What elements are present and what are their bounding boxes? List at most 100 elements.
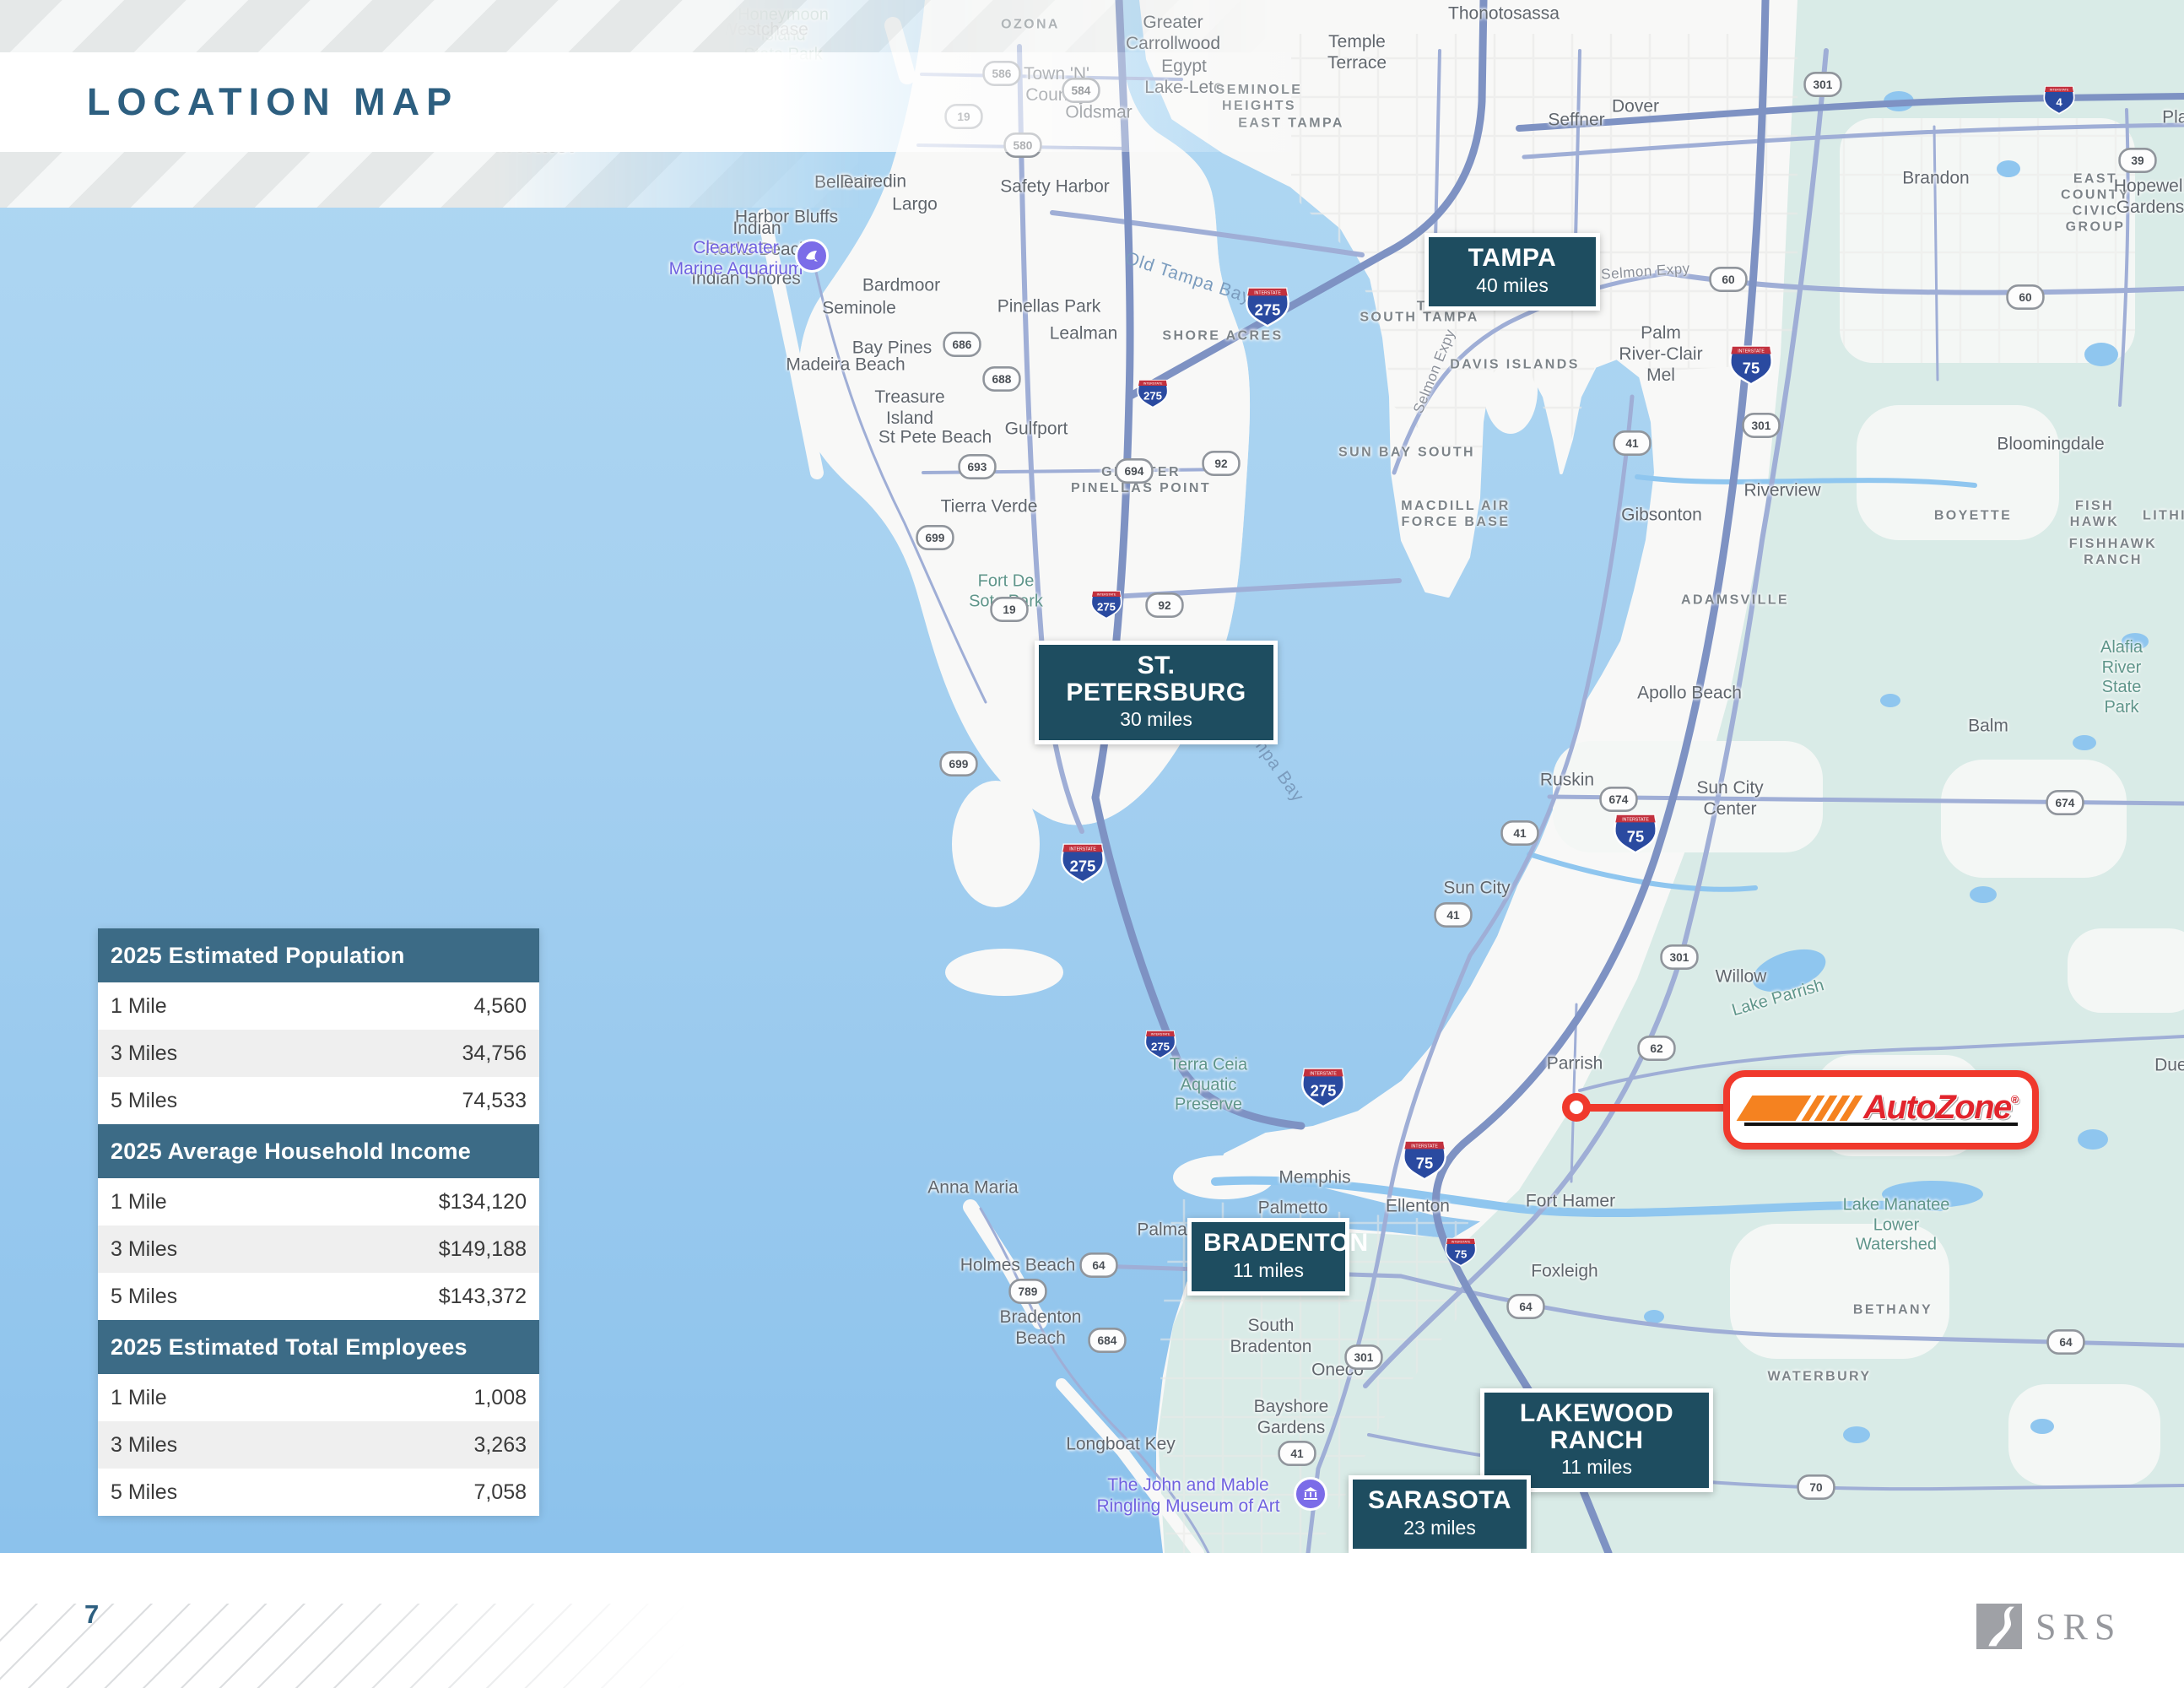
svg-text:19: 19 (1003, 603, 1016, 616)
autozone-logo: AutoZone® (1736, 1089, 2019, 1126)
svg-text:INTERSTATE: INTERSTATE (1097, 593, 1116, 597)
srs-logo-text: SRS (2035, 1605, 2122, 1647)
svg-text:INTERSTATE: INTERSTATE (1143, 382, 1163, 386)
islands (945, 346, 1538, 1199)
route-shield: 60 (1708, 266, 1749, 294)
route-shield: 789 (1008, 1278, 1048, 1306)
svg-text:301: 301 (1814, 78, 1833, 91)
page-title: LOCATION MAP (87, 80, 459, 123)
row-label: 5 Miles (111, 1284, 178, 1308)
route-shield: 41 (1433, 901, 1473, 929)
svg-text:INTERSTATE: INTERSTATE (1451, 1241, 1471, 1244)
svg-text:674: 674 (2056, 797, 2075, 809)
callout-distance: 11 miles (1561, 1456, 1632, 1478)
route-shield: 64 (1506, 1293, 1546, 1321)
svg-text:75: 75 (1455, 1248, 1468, 1261)
interstate-shield: INTERSTATE 275 (1143, 1029, 1178, 1059)
header-stripes-top (0, 0, 1316, 52)
svg-text:699: 699 (926, 532, 945, 544)
svg-text:699: 699 (949, 758, 969, 771)
table-row: 1 Mile $134,120 (98, 1178, 539, 1225)
row-label: 1 Mile (111, 1189, 167, 1214)
row-label: 1 Mile (111, 1385, 167, 1409)
svg-text:789: 789 (1019, 1285, 1038, 1298)
callout-city: LAKEWOOD RANCH (1519, 1399, 1674, 1454)
svg-text:301: 301 (1354, 1351, 1374, 1364)
museum-icon (1294, 1477, 1327, 1511)
svg-text:64: 64 (1519, 1301, 1533, 1313)
svg-text:INTERSTATE: INTERSTATE (2050, 89, 2069, 92)
roads-highway (1091, 0, 2184, 1553)
table-section-header: 2025 Average Household Income (98, 1124, 539, 1178)
row-value: 4,560 (473, 993, 527, 1018)
svg-text:70: 70 (1809, 1481, 1823, 1494)
route-shield: 301 (1741, 412, 1781, 440)
svg-text:75: 75 (1416, 1155, 1433, 1172)
svg-text:INTERSTATE: INTERSTATE (1738, 349, 1765, 354)
table-row: 1 Mile 1,008 (98, 1374, 539, 1421)
svg-text:275: 275 (1311, 1082, 1337, 1100)
route-shield: 694 (1114, 457, 1154, 485)
interstate-shield: INTERSTATE 275 (1089, 589, 1124, 619)
route-shield: 301 (1659, 944, 1700, 971)
route-shield: 693 (957, 453, 997, 481)
interstate-shield: INTERSTATE 75 (1400, 1139, 1449, 1181)
route-shield: 674 (2045, 789, 2085, 817)
row-label: 3 Miles (111, 1041, 178, 1065)
route-shield: 684 (1087, 1327, 1127, 1355)
table-row: 3 Miles 34,756 (98, 1030, 539, 1077)
row-value: 3,263 (473, 1432, 527, 1457)
callout-distance: 40 miles (1476, 273, 1549, 296)
callout-st-petersburg: ST. PETERSBURG 30 miles (1035, 641, 1278, 744)
autozone-callout: AutoZone® (1723, 1070, 2039, 1150)
table-row: 5 Miles 74,533 (98, 1077, 539, 1124)
header-stripes-bottom (0, 152, 895, 208)
table-row: 5 Miles 7,058 (98, 1469, 539, 1516)
route-shield: 41 (1500, 820, 1540, 847)
svg-text:92: 92 (1214, 457, 1228, 470)
svg-text:275: 275 (1070, 858, 1096, 875)
interstate-shield: INTERSTATE 275 (1058, 841, 1107, 884)
row-label: 3 Miles (111, 1432, 178, 1457)
callout-distance: 23 miles (1403, 1516, 1476, 1539)
svg-text:64: 64 (1092, 1259, 1106, 1272)
svg-text:39: 39 (2131, 154, 2144, 167)
callout-city: ST. PETERSBURG (1066, 652, 1246, 706)
svg-text:684: 684 (1098, 1334, 1117, 1347)
site-leader-line (1587, 1104, 1727, 1112)
rural-land (1158, 0, 2184, 1553)
table-row: 3 Miles $149,188 (98, 1225, 539, 1273)
autozone-logo-text: AutoZone® (1863, 1089, 2019, 1126)
row-label: 1 Mile (111, 993, 167, 1018)
demographics-table: 2025 Estimated Population 1 Mile 4,560 3… (98, 928, 539, 1516)
table-row: 5 Miles $143,372 (98, 1273, 539, 1320)
svg-text:4: 4 (2056, 96, 2062, 109)
callout-city: BRADENTON (1203, 1229, 1369, 1257)
callout-distance: 11 miles (1233, 1258, 1304, 1281)
svg-text:75: 75 (1743, 360, 1760, 377)
row-value: $143,372 (438, 1284, 527, 1308)
interstate-shield: INTERSTATE 275 (1299, 1066, 1348, 1108)
svg-text:INTERSTATE: INTERSTATE (1310, 1072, 1337, 1077)
svg-text:62: 62 (1650, 1042, 1663, 1055)
row-value: 1,008 (473, 1385, 527, 1409)
roads-secondary (810, 44, 2184, 1553)
ponds (1644, 91, 2149, 1443)
svg-text:INTERSTATE: INTERSTATE (1411, 1144, 1438, 1150)
route-shield: 674 (1598, 786, 1639, 814)
interstate-shields-layer: INTERSTATE 275 INTERSTATE 275 (1058, 85, 2075, 1267)
callout-city: SARASOTA (1367, 1486, 1512, 1514)
row-value: 34,756 (462, 1041, 527, 1065)
svg-text:41: 41 (1290, 1447, 1304, 1460)
footer-hatch (0, 1604, 726, 1688)
aquarium-icon (795, 239, 829, 273)
svg-text:275: 275 (1097, 601, 1116, 614)
table-section-header: 2025 Estimated Population (98, 928, 539, 982)
callout-city: TAMPA (1468, 244, 1557, 272)
route-shield: 699 (915, 524, 955, 552)
location-map: ClearwaterHoneymoon Island State ParkOZO… (0, 0, 2184, 1553)
row-value: $134,120 (438, 1189, 527, 1214)
svg-text:60: 60 (2019, 291, 2032, 304)
svg-text:301: 301 (1670, 951, 1689, 964)
svg-text:INTERSTATE: INTERSTATE (1254, 291, 1281, 296)
